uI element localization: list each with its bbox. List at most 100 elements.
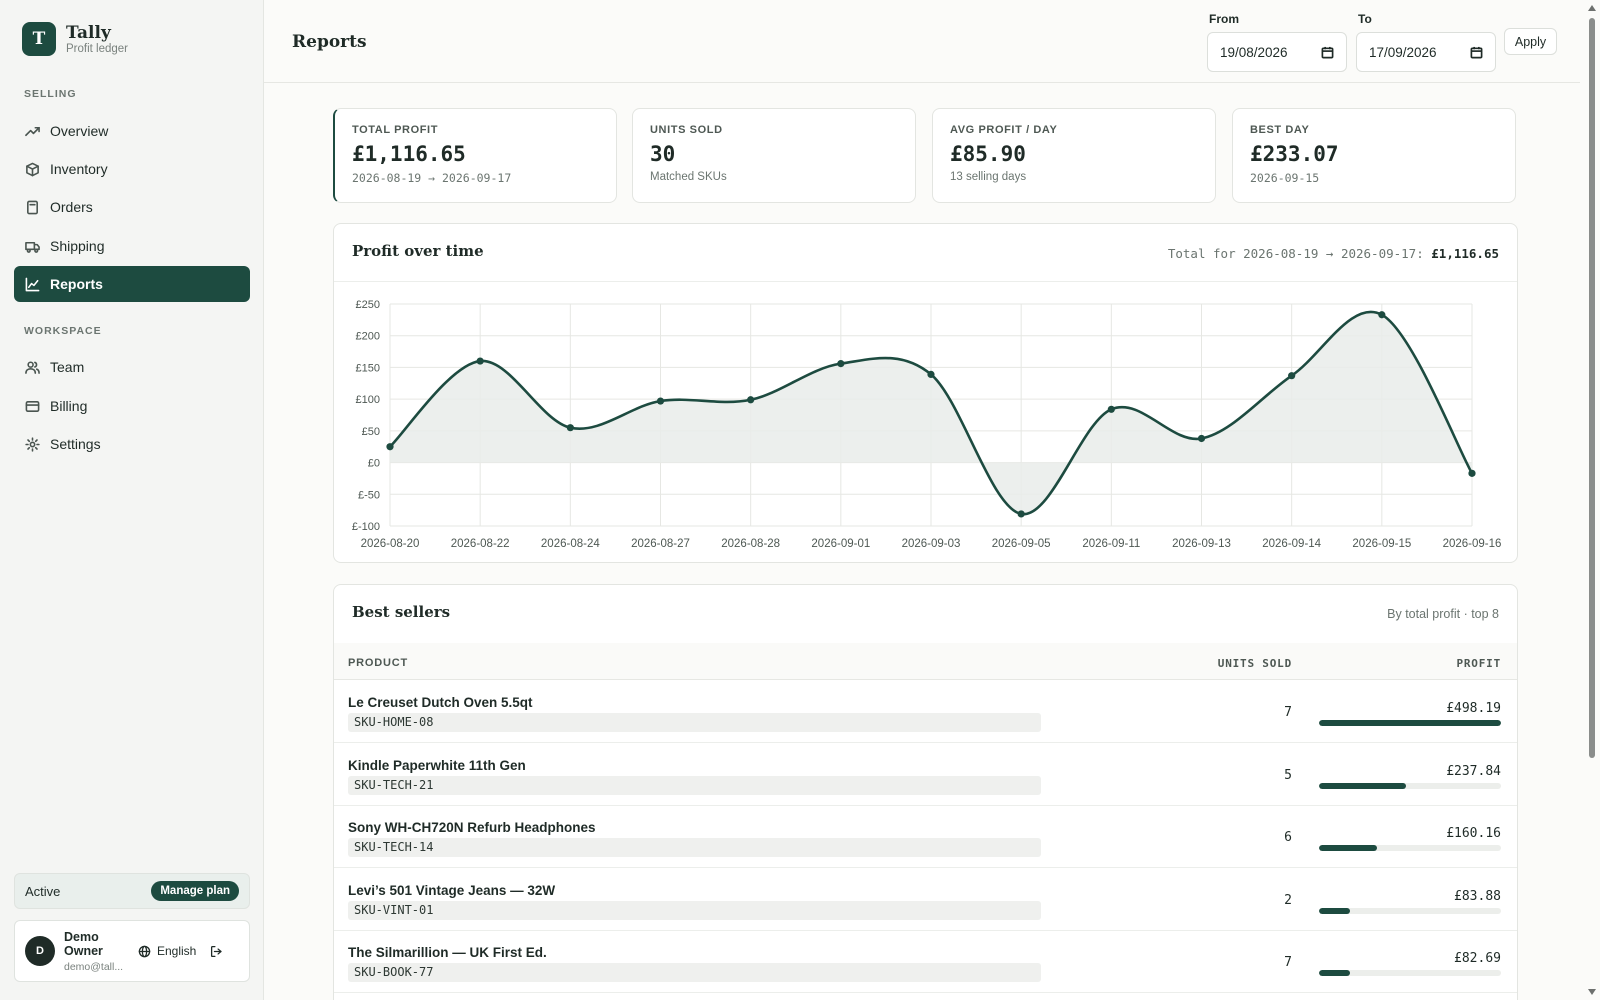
x-tick-label: 2026-08-20 <box>361 538 420 550</box>
x-tick-label: 2026-09-15 <box>1352 538 1411 550</box>
sidebar-item-orders[interactable]: Orders <box>14 189 250 225</box>
units-sold: 2 <box>1284 892 1292 908</box>
x-tick-label: 2026-08-28 <box>721 538 780 550</box>
data-point <box>747 396 755 404</box>
stat-sub: 2026-09-15 <box>1250 171 1320 185</box>
sidebar-item-reports[interactable]: Reports <box>14 266 250 302</box>
apply-button[interactable]: Apply <box>1504 28 1557 55</box>
x-tick-label: 2026-09-14 <box>1262 538 1321 550</box>
sidebar-item-label: Team <box>50 359 85 375</box>
page-scrollbar[interactable] <box>1584 0 1600 1000</box>
product-name: Kindle Paperwhite 11th Gen <box>348 757 526 773</box>
gear-icon <box>25 436 40 452</box>
scroll-down-arrow[interactable] <box>1588 989 1596 995</box>
globe-icon <box>138 945 151 957</box>
profit-share-fill <box>1319 782 1407 789</box>
stat-label: AVG PROFIT / DAY <box>950 124 1058 136</box>
scroll-thumb[interactable] <box>1589 18 1595 758</box>
stat-value: £233.07 <box>1250 142 1339 166</box>
profit-share-fill <box>1319 907 1350 914</box>
profit-share-fill <box>1319 720 1501 726</box>
profit-value: £237.84 <box>1446 763 1501 779</box>
logout-button[interactable] <box>210 945 223 958</box>
stat-value: 30 <box>650 142 676 166</box>
x-tick-label: 2026-08-24 <box>541 538 600 550</box>
calendar-icon <box>1321 46 1334 58</box>
product-name: The Silmarillion — UK First Ed. <box>348 945 547 960</box>
brand-name: Tally <box>66 22 111 43</box>
x-tick-label: 2026-09-03 <box>902 538 961 550</box>
table-row[interactable]: Sony WH-CH720N Refurb Headphones SKU-TECH… <box>334 806 1517 868</box>
page-title: Reports <box>292 32 367 52</box>
from-label: From <box>1209 12 1239 26</box>
table-row[interactable]: Levi’s 501 Vintage Jeans — 32W SKU-VINT-0… <box>334 869 1517 931</box>
avatar[interactable]: D <box>25 936 55 966</box>
from-date-input[interactable]: 19/08/2026 <box>1207 32 1347 72</box>
language-selector[interactable]: English <box>138 944 196 958</box>
x-tick-label: 2026-09-13 <box>1172 538 1231 550</box>
product-sku: SKU-VINT-01 <box>348 900 1041 920</box>
sidebar-item-label: Overview <box>50 123 109 139</box>
y-tick-label: £-100 <box>352 521 380 533</box>
chart-meta-total: £1,116.65 <box>1431 246 1499 261</box>
manage-plan-button[interactable]: Manage plan <box>151 881 239 901</box>
profit-value: £82.69 <box>1454 951 1501 966</box>
x-tick-label: 2026-09-11 <box>1082 538 1140 550</box>
table-row[interactable]: Le Creuset Dutch Oven 5.5qt SKU-HOME-08 7 £… <box>334 681 1517 743</box>
stat-units-sold: UNITS SOLD 30 Matched SKUs <box>632 108 916 203</box>
to-label: To <box>1358 12 1372 26</box>
table-row[interactable]: Kindle Paperwhite 11th Gen SKU-TECH-21 5 £2… <box>334 744 1517 806</box>
column-header-product: PRODUCT <box>348 657 408 669</box>
sidebar-item-overview[interactable]: Overview <box>14 113 250 149</box>
profit-share-bar <box>1319 970 1501 976</box>
plan-status-text: Active <box>25 883 61 899</box>
best-sellers-card: Best sellers By total profit · top 8 PRO… <box>333 584 1518 1000</box>
section-label-selling: SELLING <box>24 88 77 100</box>
data-point <box>656 397 665 405</box>
brand[interactable]: T Tally Profit ledger <box>22 22 128 56</box>
box-icon <box>26 162 39 176</box>
x-tick-label: 2026-09-16 <box>1443 538 1502 550</box>
data-point <box>566 424 574 432</box>
table-row[interactable]: The Silmarillion — UK First Ed. SKU-BOOK-… <box>334 931 1517 993</box>
sidebar-item-team[interactable]: Team <box>14 349 250 385</box>
units-sold: 6 <box>1284 830 1292 845</box>
stat-sub: 13 selling days <box>950 171 1027 183</box>
sidebar-item-shipping[interactable]: Shipping <box>14 228 250 264</box>
stat-sub: Matched SKUs <box>650 171 727 183</box>
stat-sub: 2026-08-19 → 2026-09-17 <box>352 171 512 185</box>
profit-share-fill <box>1319 845 1378 851</box>
scroll-up-arrow[interactable] <box>1588 5 1596 11</box>
to-date-input[interactable]: 17/09/2026 <box>1356 32 1496 72</box>
to-date-group: To 17/09/2026 <box>1356 12 1496 72</box>
profit-value: £160.16 <box>1446 826 1501 841</box>
stat-value: £1,116.65 <box>352 142 466 166</box>
profit-share-bar <box>1319 720 1501 726</box>
users-icon <box>25 360 40 374</box>
data-point <box>1197 434 1206 443</box>
x-tick-label: 2026-08-27 <box>631 538 690 550</box>
sidebar-item-label: Billing <box>50 398 88 414</box>
data-point <box>1288 372 1296 380</box>
sidebar: T Tally Profit ledger SELLING Overview I… <box>0 0 264 1000</box>
divider <box>334 281 1517 282</box>
page-header: Reports From 19/08/2026 To 17/09/2026 Ap… <box>264 0 1580 83</box>
best-sellers-title: Best sellers <box>352 603 451 621</box>
product-name: Sony WH-CH720N Refurb Headphones <box>348 820 596 835</box>
product-sku: SKU-HOME-08 <box>348 713 1041 732</box>
sidebar-item-settings[interactable]: Settings <box>14 426 250 462</box>
product-name: Le Creuset Dutch Oven 5.5qt <box>348 695 533 710</box>
line-chart-icon <box>25 277 40 291</box>
user-name: Demo Owner <box>64 929 103 958</box>
from-date-value: 19/08/2026 <box>1220 44 1288 60</box>
sidebar-item-inventory[interactable]: Inventory <box>14 151 250 187</box>
product-sku: SKU-BOOK-77 <box>348 963 1041 982</box>
product-sku: SKU-TECH-14 <box>348 838 1041 857</box>
data-point <box>1378 311 1386 319</box>
x-tick-label: 2026-09-01 <box>811 538 870 550</box>
data-point <box>1468 469 1476 477</box>
sidebar-item-billing[interactable]: Billing <box>14 388 250 424</box>
stat-value: £85.90 <box>950 142 1026 166</box>
profit-chart[interactable]: £-100 £-50 £0 £50 £100 £150 £200 £250 2026-08-20… <box>334 224 1519 564</box>
language-label: English <box>157 944 197 958</box>
